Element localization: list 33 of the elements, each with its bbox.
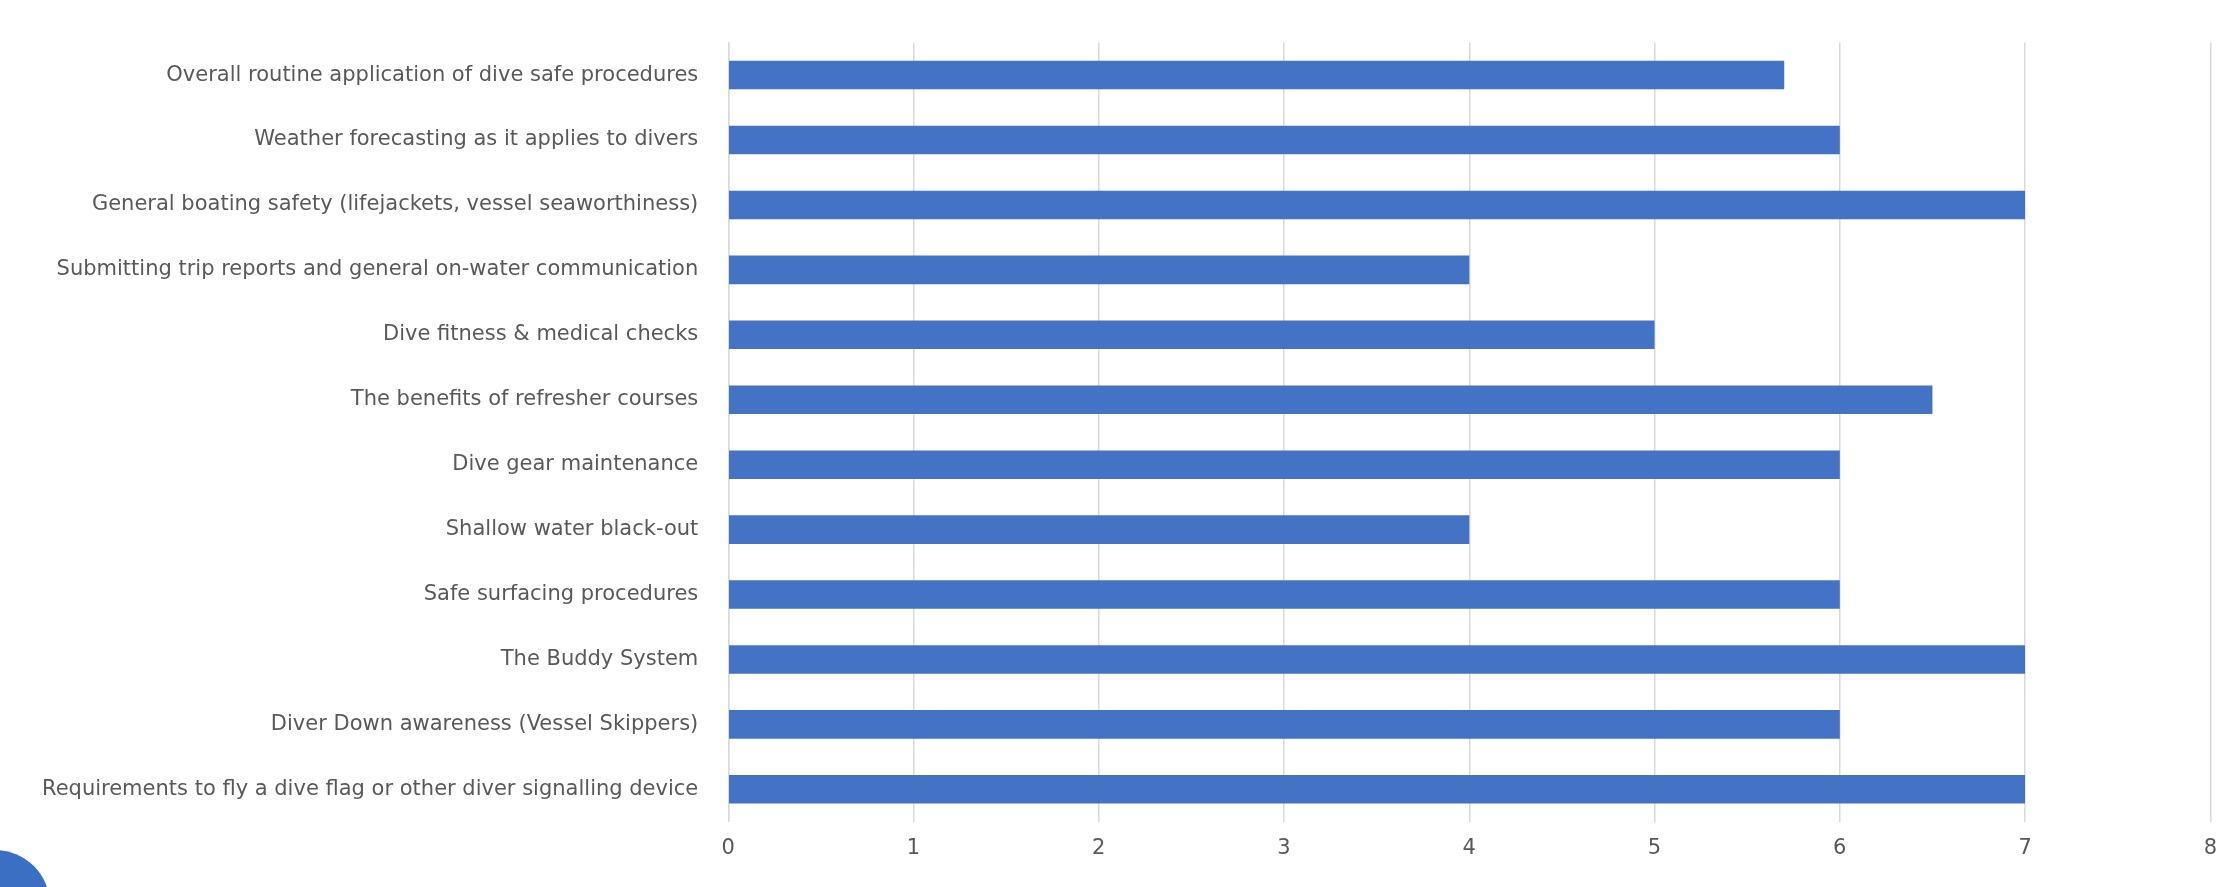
y-tick-label: Safe surfacing procedures — [423, 580, 699, 605]
y-tick-label: Shallow water black-out — [445, 516, 699, 541]
y-tick-label: The benefits of refresher courses — [349, 386, 699, 411]
y-tick-label: Dive fitness & medical checks — [383, 321, 699, 346]
bar — [729, 385, 1933, 415]
y-tick-label: Submitting trip reports and general on-water communication — [56, 256, 699, 281]
bar — [729, 190, 2026, 220]
x-tick-label: 7 — [2018, 834, 2032, 859]
bar — [729, 255, 1470, 285]
y-tick-label: Diver Down awareness (Vessel Skippers) — [270, 710, 699, 735]
y-tick-label: Dive gear maintenance — [452, 451, 699, 476]
x-tick-label: 2 — [1092, 834, 1106, 859]
x-tick-label: 3 — [1277, 834, 1291, 859]
bar — [729, 125, 1840, 155]
y-tick-label: Overall routine application of dive safe procedures — [166, 61, 699, 86]
bar — [729, 515, 1470, 544]
bar — [729, 775, 2026, 804]
x-tick-label: 5 — [1647, 834, 1662, 859]
bar — [729, 320, 1655, 350]
x-tick-label: 8 — [2203, 834, 2218, 859]
x-tick-label: 1 — [906, 834, 921, 859]
x-tick-label: 6 — [1833, 834, 1847, 859]
x-tick-label: 4 — [1462, 834, 1476, 859]
bar — [729, 450, 1840, 479]
x-tick-label: 0 — [721, 834, 735, 859]
y-tick-label: Requirements to fly a dive flag or other diver signalling device — [41, 775, 699, 800]
bar — [729, 645, 2026, 674]
bar — [729, 580, 1840, 609]
bar — [729, 60, 1785, 90]
y-tick-label: Weather forecasting as it applies to divers — [254, 126, 699, 151]
bar — [729, 710, 1840, 739]
y-tick-label: The Buddy System — [499, 645, 699, 670]
y-tick-label: General boating safety (lifejackets, vessel seaworthiness) — [91, 191, 699, 216]
